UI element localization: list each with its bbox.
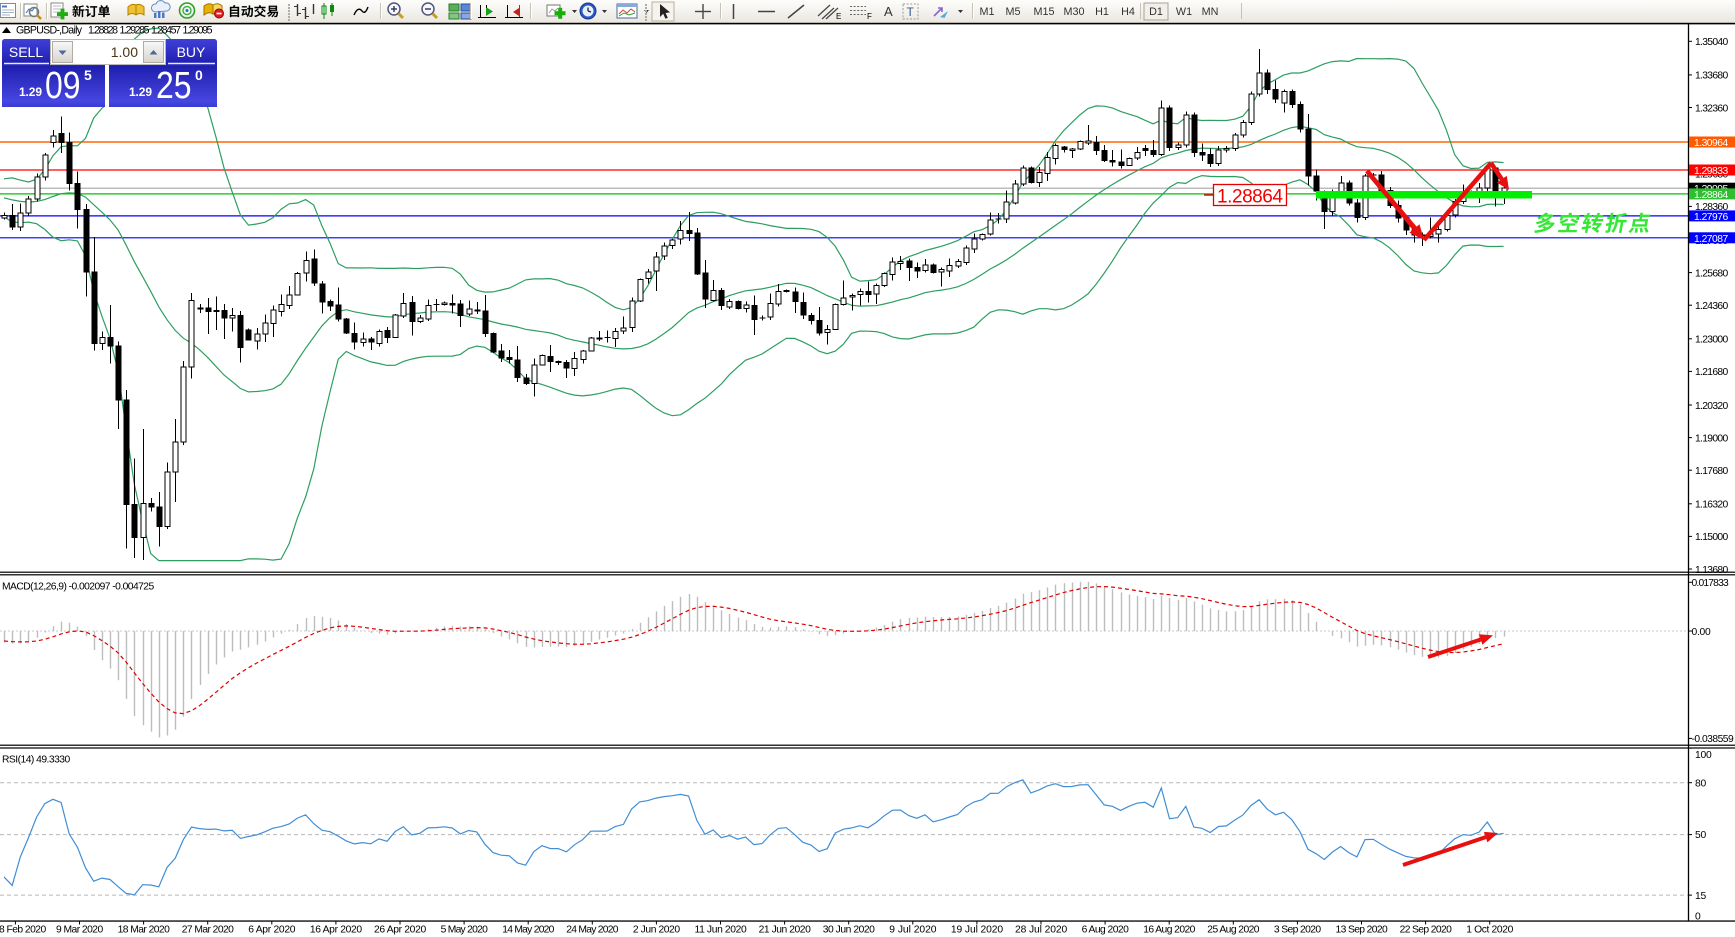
svg-text:-0.038559: -0.038559 bbox=[1692, 734, 1734, 745]
svg-text:9 Mar 2020: 9 Mar 2020 bbox=[56, 925, 103, 936]
svg-text:1 Oct 2020: 1 Oct 2020 bbox=[1466, 925, 1513, 936]
svg-text:H4: H4 bbox=[1121, 6, 1135, 18]
svg-text:1.21680: 1.21680 bbox=[1695, 367, 1728, 378]
svg-text:1.15000: 1.15000 bbox=[1695, 532, 1728, 543]
svg-text:1.29: 1.29 bbox=[19, 85, 42, 99]
svg-text:1.33680: 1.33680 bbox=[1695, 71, 1728, 82]
svg-text:5: 5 bbox=[84, 67, 92, 83]
svg-text:1.25680: 1.25680 bbox=[1695, 268, 1728, 279]
svg-text:8 Feb 2020: 8 Feb 2020 bbox=[0, 925, 46, 936]
svg-text:28 Jul 2020: 28 Jul 2020 bbox=[1015, 925, 1067, 936]
svg-text:1.20320: 1.20320 bbox=[1695, 401, 1728, 412]
svg-text:W1: W1 bbox=[1176, 6, 1192, 18]
svg-text:SELL: SELL bbox=[9, 44, 43, 60]
svg-text:GBPUSD-,Daily: GBPUSD-,Daily bbox=[16, 25, 83, 37]
svg-text:80: 80 bbox=[1695, 779, 1707, 790]
svg-text:1.28828: 1.28828 bbox=[88, 25, 118, 37]
svg-text:M5: M5 bbox=[1006, 6, 1021, 18]
svg-text:1.28864: 1.28864 bbox=[1694, 190, 1728, 201]
svg-text:RSI(14) 49.3330: RSI(14) 49.3330 bbox=[2, 755, 70, 766]
svg-text:1.28864: 1.28864 bbox=[1217, 187, 1283, 208]
svg-text:22 Sep 2020: 22 Sep 2020 bbox=[1400, 925, 1452, 936]
svg-text:9 Jul 2020: 9 Jul 2020 bbox=[889, 925, 936, 936]
svg-text:6 Apr 2020: 6 Apr 2020 bbox=[248, 925, 295, 936]
svg-text:E: E bbox=[836, 12, 841, 21]
svg-text:26 Apr 2020: 26 Apr 2020 bbox=[374, 925, 426, 936]
svg-text:50: 50 bbox=[1695, 830, 1707, 841]
svg-text:D1: D1 bbox=[1149, 6, 1163, 18]
svg-text:30 Jun 2020: 30 Jun 2020 bbox=[823, 925, 875, 936]
svg-text:1.28457: 1.28457 bbox=[151, 25, 181, 37]
svg-text:27 Mar 2020: 27 Mar 2020 bbox=[182, 925, 234, 936]
svg-text:13 Sep 2020: 13 Sep 2020 bbox=[1336, 925, 1388, 936]
svg-text:T: T bbox=[907, 5, 915, 19]
svg-text:1.27087: 1.27087 bbox=[1694, 234, 1728, 245]
svg-text:2 Jun 2020: 2 Jun 2020 bbox=[633, 925, 680, 936]
svg-text:0: 0 bbox=[195, 67, 203, 83]
svg-text:1.19000: 1.19000 bbox=[1695, 433, 1728, 444]
svg-text:1.27976: 1.27976 bbox=[1694, 212, 1728, 223]
svg-text:09: 09 bbox=[45, 64, 81, 106]
svg-text:25 Aug 2020: 25 Aug 2020 bbox=[1207, 925, 1259, 936]
svg-text:M30: M30 bbox=[1063, 6, 1084, 18]
svg-text:1.23000: 1.23000 bbox=[1695, 335, 1728, 346]
svg-text:F: F bbox=[867, 12, 872, 21]
svg-text:1.29: 1.29 bbox=[129, 85, 152, 99]
svg-text:21 Jun 2020: 21 Jun 2020 bbox=[759, 925, 811, 936]
svg-text:0.017833: 0.017833 bbox=[1692, 578, 1729, 589]
svg-text:A: A bbox=[884, 4, 893, 19]
svg-text:1.00: 1.00 bbox=[111, 44, 138, 60]
svg-text:1.24360: 1.24360 bbox=[1695, 301, 1728, 312]
svg-text:1.32360: 1.32360 bbox=[1695, 103, 1728, 114]
svg-text:3 Sep 2020: 3 Sep 2020 bbox=[1274, 925, 1321, 936]
svg-text:6 Aug 2020: 6 Aug 2020 bbox=[1082, 925, 1129, 936]
svg-text:MACD(12,26,9) -0.002097 -0.004: MACD(12,26,9) -0.002097 -0.004725 bbox=[2, 582, 154, 593]
svg-text:16 Apr 2020: 16 Apr 2020 bbox=[310, 925, 362, 936]
svg-text:1.28360: 1.28360 bbox=[1695, 202, 1728, 213]
svg-text:11 Jun 2020: 11 Jun 2020 bbox=[695, 925, 747, 936]
svg-text:1.29285: 1.29285 bbox=[120, 25, 150, 37]
svg-text:1.16320: 1.16320 bbox=[1695, 500, 1728, 511]
svg-text:1.17680: 1.17680 bbox=[1695, 466, 1728, 477]
svg-text:100: 100 bbox=[1695, 750, 1712, 761]
svg-text:25: 25 bbox=[156, 64, 192, 106]
svg-text:18 Mar 2020: 18 Mar 2020 bbox=[118, 925, 170, 936]
svg-text:MN: MN bbox=[1202, 6, 1219, 18]
svg-text:16 Aug 2020: 16 Aug 2020 bbox=[1143, 925, 1195, 936]
svg-text:1.29833: 1.29833 bbox=[1694, 166, 1728, 177]
svg-text:M15: M15 bbox=[1033, 6, 1054, 18]
svg-text:1.35040: 1.35040 bbox=[1695, 37, 1728, 48]
svg-text:19 Jul 2020: 19 Jul 2020 bbox=[951, 925, 1003, 936]
svg-text:BUY: BUY bbox=[177, 44, 206, 60]
svg-text:1.30964: 1.30964 bbox=[1694, 138, 1728, 149]
svg-text:0.00: 0.00 bbox=[1692, 627, 1711, 638]
svg-text:H1: H1 bbox=[1095, 6, 1109, 18]
svg-text:5 May 2020: 5 May 2020 bbox=[441, 925, 488, 936]
svg-text:0: 0 bbox=[1695, 911, 1701, 922]
svg-text:1.29095: 1.29095 bbox=[183, 25, 213, 37]
svg-text:1.13680: 1.13680 bbox=[1695, 565, 1728, 576]
svg-text:14 May 2020: 14 May 2020 bbox=[502, 925, 554, 936]
svg-text:24 May 2020: 24 May 2020 bbox=[566, 925, 618, 936]
svg-text:M1: M1 bbox=[980, 6, 995, 18]
svg-text:15: 15 bbox=[1695, 891, 1707, 902]
